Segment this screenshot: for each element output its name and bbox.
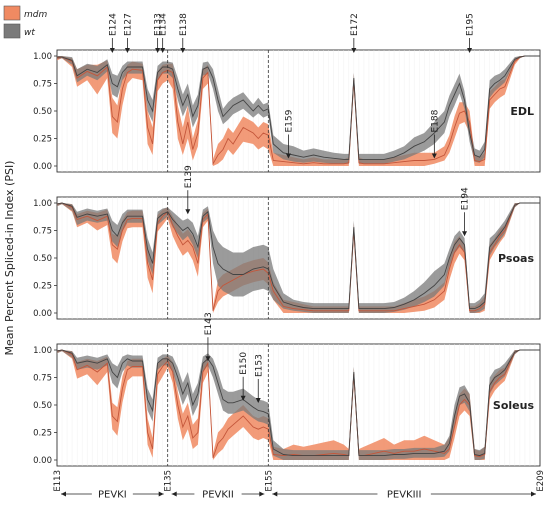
x-edge-label: E135 <box>164 470 174 492</box>
annotation-arrow-head <box>285 153 291 159</box>
annotation-arrow-head <box>109 48 115 53</box>
top-annotation-e134: E134 <box>159 13 169 53</box>
annotation-label: E143 <box>204 312 214 335</box>
annotation-arrow-head <box>255 398 261 403</box>
y-tick-label: 1.00 <box>33 346 52 356</box>
annotation-label: E138 <box>179 13 189 36</box>
annotation-arrow-head <box>351 48 357 53</box>
y-tick-label: 0.50 <box>33 401 52 411</box>
line-mdm <box>56 55 540 166</box>
top-annotation-e195: E195 <box>466 13 476 53</box>
line-wt <box>56 202 540 310</box>
annotation-label: E124 <box>108 13 118 36</box>
annotation-label: E134 <box>159 13 169 36</box>
y-axis-title: Mean Percent Spliced-in Index (PSI) <box>3 161 16 356</box>
y-tick-label: 1.00 <box>33 52 52 62</box>
top-annotation-e133: E133 <box>154 13 164 53</box>
y-tick-label: 0.50 <box>33 254 52 264</box>
panel-label-soleus: Soleus <box>493 399 535 412</box>
annotation-e159: E159 <box>284 109 294 159</box>
region-label-pevkii: PEVKII <box>202 490 234 501</box>
panel-edl: 0.00 0.25 0.50 0.75 1.00 EDL E159 E188 <box>33 49 541 173</box>
annotation-arrow-head <box>180 48 186 53</box>
annotation-arrow-head <box>462 231 468 237</box>
annotation-arrow-head <box>431 153 437 159</box>
annotation-e153: E153 <box>254 354 264 403</box>
legend-swatch-mdm <box>3 5 21 21</box>
y-tick-label: 0.00 <box>33 456 52 466</box>
annotation-label: E194 <box>461 187 471 210</box>
region-arrowhead-left <box>171 491 177 497</box>
annotation-label: E133 <box>154 13 164 36</box>
annotation-arrow-head <box>205 356 211 362</box>
annotation-arrow-head <box>155 48 161 53</box>
panel-label-edl: EDL <box>510 105 534 118</box>
panel-label-psoas: Psoas <box>498 252 534 265</box>
line-wt <box>57 55 540 160</box>
annotation-label: E127 <box>123 13 133 36</box>
annotation-label: E139 <box>184 165 194 188</box>
region-arrowhead-right <box>259 491 265 497</box>
region-label-pevki: PEVKI <box>98 490 127 501</box>
annotation-arrow-head <box>124 48 130 53</box>
panel-psoas: 0.00 0.25 0.50 0.75 1.00 Psoas E139 E194 <box>33 165 541 320</box>
region-arrowhead-right <box>158 491 164 497</box>
annotation-arrow-head <box>467 48 473 53</box>
region-axis: E113 E135 E155 E209 PEVKI PEVKII PEVKIII <box>53 470 546 501</box>
region-arrowhead-left <box>272 491 278 497</box>
y-tick-label: 0.75 <box>33 80 52 90</box>
region-arrowhead-left <box>61 491 66 497</box>
legend-swatch-wt <box>3 23 21 39</box>
y-tick-label: 0.50 <box>33 107 52 117</box>
annotation-label: E188 <box>430 109 440 132</box>
line-mdm <box>56 202 540 312</box>
y-tick-label: 0.00 <box>33 162 52 172</box>
annotation-label: E195 <box>466 13 476 36</box>
annotation-e150: E150 <box>239 352 249 401</box>
x-edge-label: E113 <box>53 470 63 492</box>
legend-label-wt: wt <box>24 28 35 38</box>
y-tick-label: 1.00 <box>33 199 52 209</box>
y-tick-label: 0.75 <box>33 227 52 237</box>
region-label-pevkiii: PEVKIII <box>387 490 422 501</box>
annotation-e188: E188 <box>430 109 440 159</box>
y-tick-label: 0.00 <box>33 309 52 319</box>
band-wt <box>57 56 540 164</box>
annotation-e139: E139 <box>184 165 194 215</box>
y-tick-label: 0.25 <box>33 429 52 439</box>
region-arrowhead-right <box>531 491 536 497</box>
y-tick-label: 0.75 <box>33 374 52 384</box>
annotation-label: E172 <box>350 13 360 36</box>
band-wt <box>57 203 540 313</box>
top-annotation-e172: E172 <box>350 13 360 53</box>
x-edge-label: E209 <box>536 470 546 492</box>
legend-label-mdm: mdm <box>24 10 47 20</box>
legend: mdm wt <box>3 5 47 39</box>
panel-soleus: 0.00 0.25 0.50 0.75 1.00 Soleus E143 E150 E153 <box>33 312 541 467</box>
annotation-e194: E194 <box>461 187 471 237</box>
annotation-label: E150 <box>239 352 249 375</box>
annotation-arrow-head <box>240 395 246 401</box>
y-tick-label: 0.25 <box>33 282 52 292</box>
y-tick-label: 0.25 <box>33 135 52 145</box>
top-annotation-e138: E138 <box>179 13 189 53</box>
annotation-arrow-head <box>160 48 166 53</box>
top-annotation-e124: E124 <box>108 13 118 53</box>
annotation-arrow-head <box>185 209 191 215</box>
annotation-label: E159 <box>284 109 294 132</box>
annotation-label: E153 <box>254 354 264 377</box>
top-annotation-e127: E127 <box>123 13 133 53</box>
x-edge-label: E155 <box>264 470 274 492</box>
annotation-e143: E143 <box>204 312 214 362</box>
line-wt <box>56 349 540 457</box>
